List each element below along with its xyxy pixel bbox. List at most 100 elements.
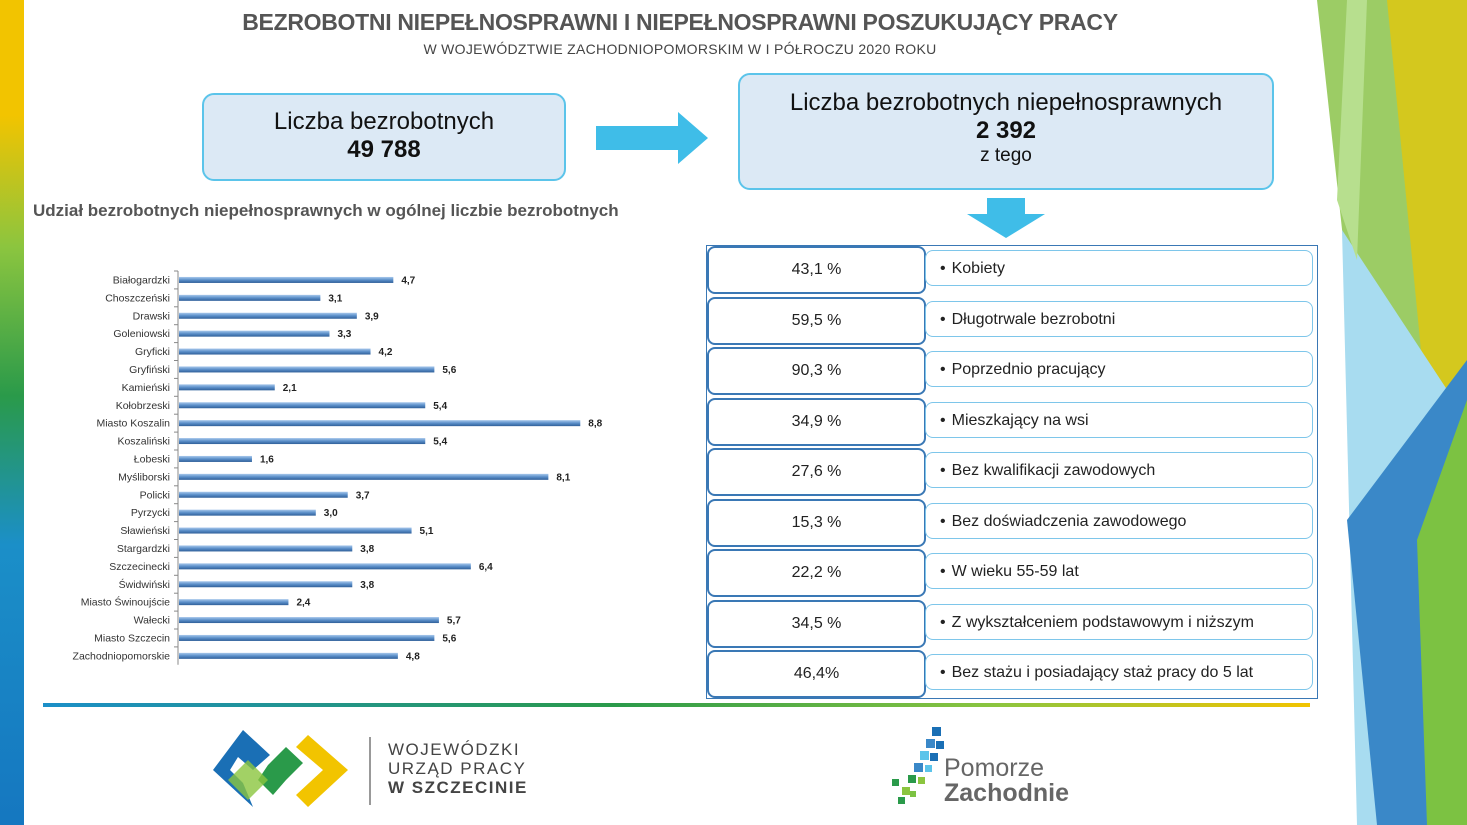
bar-value-label: 5,4 bbox=[433, 401, 447, 412]
bullet-icon: • bbox=[940, 664, 946, 681]
pomorze-zachodnie-logo-icon bbox=[892, 727, 944, 804]
category-label: Choszczeński bbox=[105, 292, 170, 304]
bar-value-label: 3,3 bbox=[337, 329, 351, 340]
category-label: Drawski bbox=[133, 310, 170, 322]
category-label: Policki bbox=[140, 489, 170, 501]
chart-title: Udział bezrobotnych niepełnosprawnych w … bbox=[33, 201, 619, 220]
category-label: Kamieński bbox=[122, 382, 170, 394]
category-label: Kołobrzeski bbox=[116, 400, 170, 412]
wup-line2: URZĄD PRACY bbox=[388, 759, 527, 778]
category-label: Stargardzki bbox=[117, 543, 170, 555]
disabled-unemployed-sub: z tego bbox=[980, 145, 1032, 166]
bar bbox=[179, 473, 549, 480]
bullet-icon: • bbox=[940, 310, 946, 328]
bullet-icon: • bbox=[940, 462, 946, 479]
category-label: Sławieński bbox=[120, 525, 170, 537]
pz-logo-line1: Pomorze bbox=[944, 754, 1045, 782]
stat-label-text: Z wykształceniem podstawowym i niższym bbox=[951, 613, 1254, 631]
bar bbox=[179, 384, 275, 391]
stat-label-text: Bez doświadczenia zawodowego bbox=[951, 512, 1187, 530]
bar bbox=[179, 455, 252, 462]
bar-value-label: 8,8 bbox=[588, 419, 602, 430]
category-label: Pyrzycki bbox=[131, 507, 170, 519]
stat-percent: 15,3 % bbox=[707, 498, 926, 547]
stat-label: • Kobiety bbox=[925, 250, 1313, 286]
bar-value-label: 3,8 bbox=[360, 544, 374, 555]
category-label: Wałecki bbox=[134, 615, 170, 627]
bar bbox=[179, 366, 435, 373]
stat-percent: 46,4% bbox=[707, 650, 926, 698]
wup-logo-icon bbox=[213, 730, 348, 807]
stat-label: • Długotrwale bezrobotni bbox=[925, 300, 1313, 337]
total-unemployed-value: 49 788 bbox=[347, 136, 421, 163]
category-label: Białogardzki bbox=[113, 274, 170, 286]
stat-row: 22,2 % • W wieku 55-59 lat bbox=[707, 549, 1317, 597]
stat-percent: 43,1 % bbox=[707, 246, 926, 294]
arrow-right-icon bbox=[596, 112, 708, 164]
stat-label: • Poprzednio pracujący bbox=[925, 351, 1313, 387]
stat-row: 15,3 % • Bez doświadczenia zawodowego bbox=[707, 498, 1317, 547]
bar-value-label: 5,1 bbox=[420, 526, 434, 537]
stat-label-text: Kobiety bbox=[951, 260, 1005, 277]
page-title: BEZROBOTNI NIEPEŁNOSPRAWNI I NIEPEŁNOSPR… bbox=[242, 9, 1118, 35]
category-label: Goleniowski bbox=[113, 328, 170, 340]
stat-label-text: Długotrwale bezrobotni bbox=[951, 310, 1116, 328]
category-label: Miasto Szczecin bbox=[94, 632, 170, 644]
bar-value-label: 2,4 bbox=[296, 598, 310, 609]
bullet-icon: • bbox=[940, 563, 946, 580]
category-label: Miasto Koszalin bbox=[96, 418, 170, 430]
bar-value-label: 3,9 bbox=[365, 311, 379, 322]
bar-value-label: 3,7 bbox=[356, 490, 370, 501]
bar-value-label: 5,6 bbox=[442, 365, 456, 376]
bar bbox=[179, 527, 412, 534]
bar-value-label: 5,4 bbox=[433, 437, 447, 448]
category-label: Gryfiński bbox=[129, 364, 170, 376]
bar bbox=[179, 348, 371, 355]
bar bbox=[179, 617, 439, 624]
bar bbox=[179, 545, 353, 552]
bar-value-label: 5,6 bbox=[442, 633, 456, 644]
bar bbox=[179, 402, 426, 409]
category-label: Szczecinecki bbox=[109, 561, 170, 573]
stat-percent: 27,6 % bbox=[707, 448, 926, 496]
stat-row: 27,6 % • Bez kwalifikacji zawodowych bbox=[707, 448, 1317, 496]
stat-row: 59,5 % • Długotrwale bezrobotni bbox=[707, 296, 1317, 345]
stat-label: • Bez doświadczenia zawodowego bbox=[925, 502, 1313, 539]
disabled-unemployed-value: 2 392 bbox=[975, 117, 1037, 144]
bar-value-label: 3,0 bbox=[324, 508, 338, 519]
disabled-unemployed-box: Liczba bezrobotnych niepełnosprawnych 2 … bbox=[738, 73, 1274, 190]
bullet-icon: • bbox=[940, 613, 946, 631]
stat-row: 34,5 % • Z wykształceniem podstawowym i ni… bbox=[707, 599, 1317, 648]
wup-line1: WOJEWÓDZKI bbox=[388, 740, 521, 759]
bar-value-label: 3,8 bbox=[360, 580, 374, 591]
category-label: Miasto Świnoujście bbox=[81, 596, 170, 609]
bar bbox=[179, 581, 353, 588]
stat-percent: 34,9 % bbox=[707, 397, 926, 446]
stat-row: 34,9 % • Mieszkający na wsi bbox=[707, 397, 1317, 446]
bar bbox=[179, 634, 435, 641]
stat-label-text: W wieku 55-59 lat bbox=[951, 563, 1079, 580]
category-label: Koszaliński bbox=[117, 436, 170, 448]
stat-row: 90,3 % • Poprzednio pracujący bbox=[707, 347, 1317, 395]
bullet-icon: • bbox=[940, 260, 946, 277]
logo-separator bbox=[369, 737, 371, 805]
stat-label-text: Bez kwalifikacji zawodowych bbox=[951, 462, 1156, 479]
stats-table: 43,1 % • Kobiety 59,5 % • Długotrwale bezrobo… bbox=[706, 245, 1318, 699]
wup-logo-text: WOJEWÓDZKI URZĄD PRACY W SZCZECINIE bbox=[388, 740, 528, 797]
category-label: Zachodniopomorskie bbox=[73, 650, 171, 662]
bullet-icon: • bbox=[940, 361, 946, 378]
bar-value-label: 2,1 bbox=[283, 383, 297, 394]
pz-logo-line2: Zachodnie bbox=[944, 779, 1070, 807]
bar-value-label: 1,6 bbox=[260, 454, 274, 465]
stat-label: • Mieszkający na wsi bbox=[925, 401, 1313, 438]
stat-label: • Bez stażu i posiadający staż pracy do 5… bbox=[925, 654, 1313, 690]
bar bbox=[179, 491, 348, 498]
bar-value-label: 4,8 bbox=[406, 651, 420, 662]
arrow-down-icon bbox=[967, 198, 1045, 238]
bar bbox=[179, 652, 398, 659]
stat-row: 43,1 % • Kobiety bbox=[707, 246, 1317, 294]
category-label: Myśliborski bbox=[118, 471, 170, 483]
stat-label: • Bez kwalifikacji zawodowych bbox=[925, 452, 1313, 488]
bar bbox=[179, 294, 321, 301]
stat-label: • Z wykształceniem podstawowym i niższym bbox=[925, 603, 1313, 640]
